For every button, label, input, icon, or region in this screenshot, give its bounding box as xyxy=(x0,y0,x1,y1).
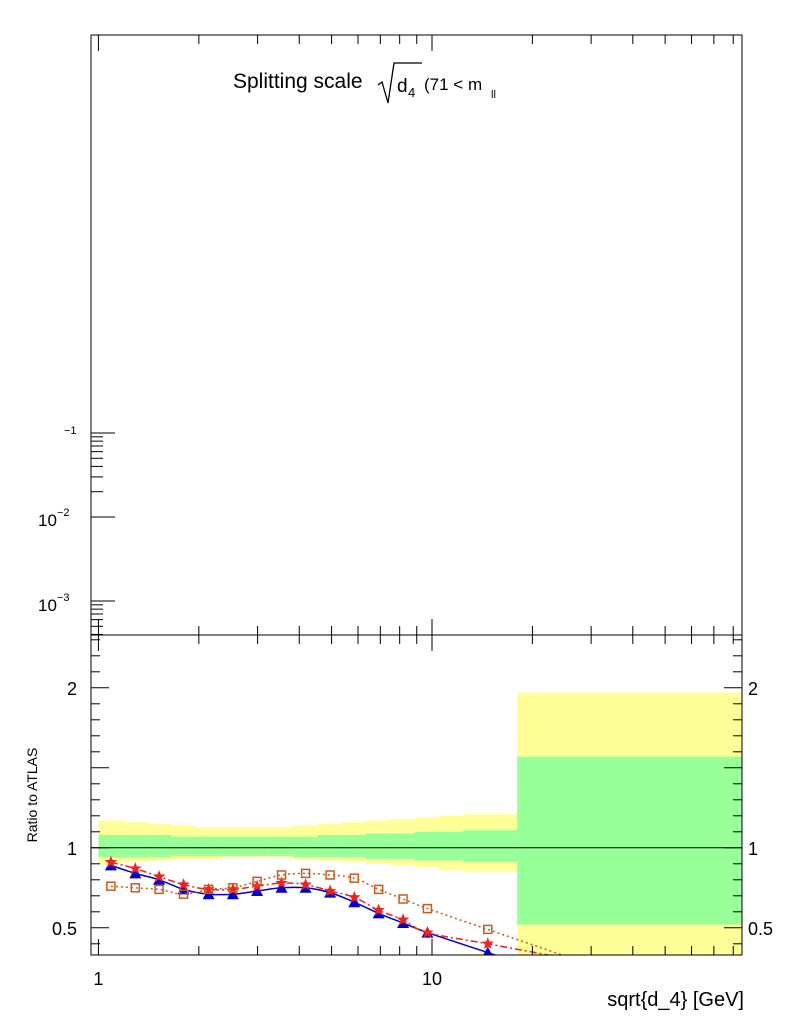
ratio-panel: 1 10 0.5 0.5 1 1 2 2 Ratio to ATLAS sqrt{d_4} [… xyxy=(24,634,773,1011)
sqrt-sign xyxy=(377,62,422,104)
point-star-14 xyxy=(481,937,494,950)
point-triangle-5 xyxy=(226,888,239,900)
y-tick-label-base-3: 10 xyxy=(38,596,57,615)
y-axis-label: Ratio to ATLAS xyxy=(24,748,40,843)
band-stat-bin-8 xyxy=(292,836,318,858)
point-star-9 xyxy=(323,884,337,897)
y-tick-label-exp-1: −1 xyxy=(64,425,77,437)
y-tick-label: 0.5 xyxy=(52,919,77,939)
point-open-square-6 xyxy=(252,876,262,887)
point-star-11 xyxy=(372,903,385,916)
y-tick-label-right: 2 xyxy=(748,679,758,699)
y-tick-label-base-2: 10 xyxy=(38,511,57,530)
band-stat-bin-10 xyxy=(341,835,366,858)
band-stat-bin-13 xyxy=(414,831,440,861)
point-star-12 xyxy=(396,913,410,926)
y-tick-label-right: 0.5 xyxy=(748,919,773,939)
point-triangle-10 xyxy=(348,896,361,908)
uncertainty-bands xyxy=(98,692,742,955)
point-triangle-7 xyxy=(275,881,288,893)
y-tick-label: 2 xyxy=(67,679,77,699)
point-triangle-1 xyxy=(129,867,142,879)
point-open-square-14 xyxy=(483,924,493,935)
band-stat-bin-1 xyxy=(122,835,148,858)
band-stat-bin-4 xyxy=(195,836,221,856)
point-triangle-6 xyxy=(251,885,264,896)
point-open-square-9 xyxy=(325,870,335,880)
band-stat-bin-5 xyxy=(220,836,245,856)
point-open-square-3 xyxy=(178,889,189,899)
y-tick-label-exp-3: −3 xyxy=(57,592,70,604)
band-stat-bin-16 xyxy=(517,756,742,925)
point-star-0 xyxy=(104,855,118,868)
point-star-13 xyxy=(421,926,434,938)
ratio-tick-labels: 1 10 0.5 0.5 1 1 2 2 xyxy=(52,679,773,989)
point-open-square-10 xyxy=(349,873,360,883)
point-open-square-4 xyxy=(203,884,214,895)
point-star-2 xyxy=(152,870,166,882)
point-open-square-7 xyxy=(276,870,287,880)
band-stat-bin-7 xyxy=(268,836,293,856)
y-tick-label: 1 xyxy=(67,839,77,859)
main-title: Splitting scale d 4 (71 < m ll xyxy=(233,62,496,104)
band-stat-bin-15 xyxy=(463,830,518,863)
band-stat-bin-6 xyxy=(244,836,269,856)
point-open-square-2 xyxy=(154,884,164,895)
point-open-square-1 xyxy=(130,883,141,893)
title-suffix-sub: ll xyxy=(491,89,496,101)
band-stat-bin-11 xyxy=(365,833,391,859)
band-stat-bin-2 xyxy=(147,835,171,858)
ratio-series xyxy=(104,855,565,955)
title-symbol: d xyxy=(397,76,408,97)
title-symbol-sub: 4 xyxy=(408,85,415,100)
main-panel: Splitting scale d 4 (71 < m ll −1 10 −2 … xyxy=(38,34,743,636)
band-stat-bin-14 xyxy=(439,831,464,861)
band-stat-bin-0 xyxy=(98,835,123,858)
band-stat-bin-3 xyxy=(170,836,196,856)
y-tick-label-exp-2: −2 xyxy=(57,507,70,519)
series-line-open-square xyxy=(110,872,565,955)
point-open-square-8 xyxy=(300,868,311,879)
point-star-8 xyxy=(299,878,312,890)
band-stat-bin-12 xyxy=(390,833,415,859)
point-star-3 xyxy=(177,878,190,890)
x-tick-label: 10 xyxy=(422,969,442,989)
point-triangle-3 xyxy=(177,883,190,895)
point-star-7 xyxy=(275,876,288,889)
title-suffix: (71 < m xyxy=(424,75,482,94)
point-star-1 xyxy=(129,862,142,874)
point-star-10 xyxy=(348,890,361,903)
point-star-4 xyxy=(202,882,215,895)
main-plot-frame xyxy=(90,34,743,636)
point-open-square-5 xyxy=(228,883,238,893)
title-text: Splitting scale xyxy=(233,70,363,93)
x-axis-label: sqrt{d_4} [GeV] xyxy=(607,989,744,1011)
point-open-square-13 xyxy=(422,903,433,914)
point-triangle-14 xyxy=(483,946,493,955)
main-y-tick-labels: −1 10 −2 10 −3 xyxy=(38,425,77,615)
point-star-5 xyxy=(226,882,240,895)
point-open-square-11 xyxy=(373,884,384,895)
point-open-square-0 xyxy=(106,881,116,891)
point-open-square-12 xyxy=(398,894,408,904)
y-tick-label-right: 1 xyxy=(748,839,758,859)
main-axis-ticks xyxy=(91,35,734,635)
ratio-axis-ticks xyxy=(91,635,742,955)
x-tick-label: 1 xyxy=(93,969,103,989)
band-stat-bin-9 xyxy=(317,835,342,858)
